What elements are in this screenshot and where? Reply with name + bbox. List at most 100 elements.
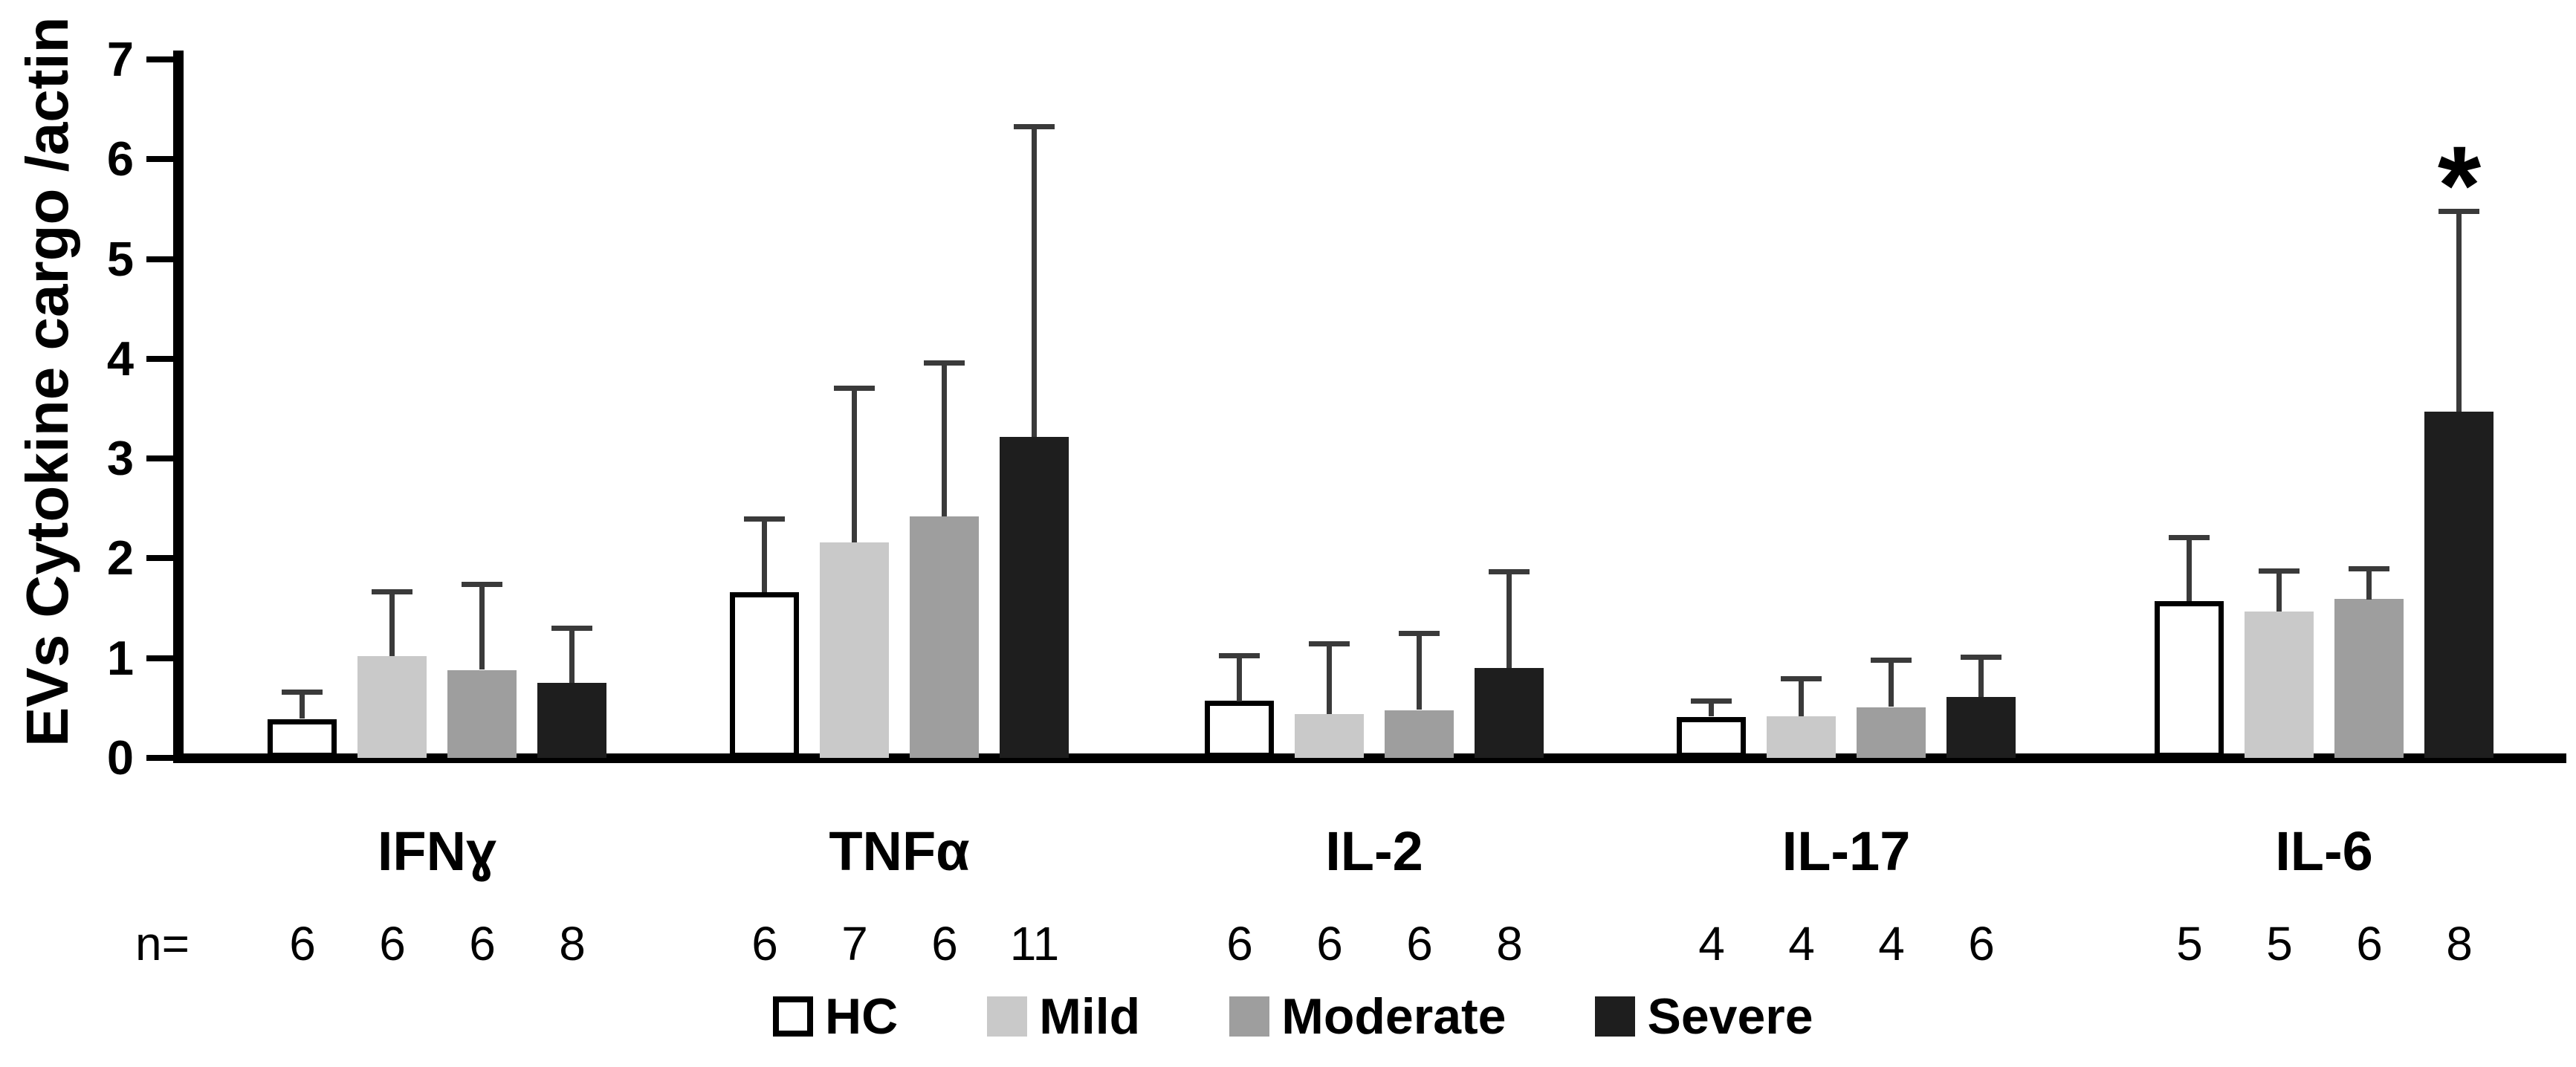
error-bar-cap-mild-il-2 xyxy=(1309,641,1350,646)
n-value-ifn--moderate: 6 xyxy=(469,917,496,970)
bar-hc-ifn- xyxy=(268,719,337,758)
y-axis-tick-label-4: 4 xyxy=(106,331,134,386)
n-equals-label: n= xyxy=(135,917,190,970)
legend-swatch-moderate xyxy=(1229,996,1270,1037)
error-bar-stem-mild-il-17 xyxy=(1799,678,1804,716)
n-value-il-2-severe: 8 xyxy=(1496,917,1523,970)
bar-hc-tnf- xyxy=(730,592,799,758)
bar-severe-ifn- xyxy=(537,683,606,758)
error-bar-cap-severe-il-6 xyxy=(2439,209,2479,214)
error-bar-stem-mild-il-2 xyxy=(1327,643,1332,714)
error-bar-stem-severe-ifn- xyxy=(569,628,575,683)
n-value-tnf--severe: 11 xyxy=(1009,917,1060,970)
error-bar-stem-hc-il-17 xyxy=(1709,701,1714,716)
error-bar-stem-hc-tnf- xyxy=(762,519,767,592)
n-value-tnf--hc: 6 xyxy=(751,917,778,970)
y-axis-tick-1 xyxy=(146,655,174,661)
bar-hc-il-6 xyxy=(2155,601,2224,758)
n-value-il-6-hc: 5 xyxy=(2176,917,2203,970)
legend-swatch-severe xyxy=(1595,996,1636,1037)
n-value-il-2-mild: 6 xyxy=(1316,917,1343,970)
error-bar-stem-hc-il-6 xyxy=(2187,537,2192,601)
bar-severe-il-17 xyxy=(1946,697,2016,758)
error-bar-stem-moderate-il-2 xyxy=(1417,633,1422,710)
error-bar-cap-moderate-il-2 xyxy=(1399,631,1440,636)
bar-severe-il-2 xyxy=(1475,668,1544,758)
bar-mild-ifn- xyxy=(357,656,427,758)
y-axis-tick-3 xyxy=(146,455,174,462)
n-value-il-6-mild: 5 xyxy=(2266,917,2293,970)
y-axis-tick-label-7: 7 xyxy=(106,32,134,86)
y-axis-line xyxy=(173,51,184,763)
error-bar-stem-moderate-tnf- xyxy=(942,363,947,516)
legend-item-moderate: Moderate xyxy=(1229,987,1506,1045)
legend-swatch-mild xyxy=(987,996,1028,1037)
bar-mild-il-17 xyxy=(1767,716,1836,758)
error-bar-stem-moderate-ifn- xyxy=(479,584,485,669)
bar-moderate-il-6 xyxy=(2334,599,2404,758)
category-label-tnf-: TNFα xyxy=(829,820,970,882)
n-value-il-2-hc: 6 xyxy=(1226,917,1253,970)
y-axis-tick-2 xyxy=(146,555,174,562)
y-axis-tick-label-5: 5 xyxy=(106,231,134,286)
error-bar-stem-severe-il-2 xyxy=(1507,571,1512,668)
bar-hc-il-17 xyxy=(1677,717,1746,758)
legend-label-mild: Mild xyxy=(1039,988,1141,1045)
error-bar-stem-mild-ifn- xyxy=(389,591,395,656)
error-bar-stem-hc-ifn- xyxy=(300,692,305,719)
bar-severe-tnf- xyxy=(1000,437,1069,758)
legend-item-mild: Mild xyxy=(987,987,1140,1045)
error-bar-stem-severe-il-6 xyxy=(2456,211,2462,412)
category-label-il-2: IL-2 xyxy=(1325,820,1423,882)
legend-swatch-hc xyxy=(773,996,813,1037)
n-value-il-6-moderate: 6 xyxy=(2356,917,2383,970)
bar-hc-il-2 xyxy=(1205,701,1274,758)
error-bar-cap-hc-ifn- xyxy=(282,690,323,695)
error-bar-cap-mild-il-6 xyxy=(2259,568,2300,574)
y-axis-tick-label-2: 2 xyxy=(106,531,134,586)
error-bar-cap-mild-il-17 xyxy=(1781,676,1822,681)
legend-label-hc: HC xyxy=(825,988,899,1045)
bar-moderate-tnf- xyxy=(910,516,979,758)
category-label-ifn-: IFNɣ xyxy=(377,820,497,882)
y-axis-tick-0 xyxy=(146,755,174,761)
error-bar-cap-moderate-il-17 xyxy=(1871,658,1912,663)
n-value-il-6-severe: 8 xyxy=(2446,917,2473,970)
error-bar-stem-moderate-il-6 xyxy=(2366,568,2372,600)
error-bar-stem-severe-tnf- xyxy=(1032,126,1037,437)
error-bar-cap-moderate-il-6 xyxy=(2349,566,2389,571)
y-axis-tick-5 xyxy=(146,256,174,262)
significance-asterisk-il-6-severe: * xyxy=(2437,123,2482,247)
error-bar-cap-hc-il-17 xyxy=(1691,698,1732,704)
error-bar-cap-moderate-tnf- xyxy=(924,360,965,366)
bar-mild-il-2 xyxy=(1295,714,1364,758)
n-value-ifn--mild: 6 xyxy=(379,917,406,970)
bar-severe-il-6 xyxy=(2424,412,2494,758)
bar-mild-il-6 xyxy=(2245,612,2314,758)
legend-item-severe: Severe xyxy=(1595,987,1813,1045)
error-bar-cap-hc-tnf- xyxy=(744,516,785,522)
error-bar-cap-severe-il-2 xyxy=(1489,569,1530,574)
error-bar-stem-mild-tnf- xyxy=(852,388,857,542)
error-bar-cap-hc-il-6 xyxy=(2169,535,2210,540)
error-bar-stem-mild-il-6 xyxy=(2276,571,2282,612)
error-bar-stem-hc-il-2 xyxy=(1237,655,1242,701)
y-axis-tick-7 xyxy=(146,56,174,62)
error-bar-cap-severe-il-17 xyxy=(1961,655,2001,660)
y-axis-tick-4 xyxy=(146,355,174,362)
n-value-il-17-mild: 4 xyxy=(1788,917,1815,970)
y-axis-tick-label-0: 0 xyxy=(106,730,134,785)
bar-mild-tnf- xyxy=(820,542,889,758)
y-axis-tick-6 xyxy=(146,156,174,163)
error-bar-stem-moderate-il-17 xyxy=(1889,660,1894,707)
error-bar-cap-mild-tnf- xyxy=(834,386,875,391)
n-value-il-17-severe: 6 xyxy=(1968,917,1995,970)
n-value-tnf--mild: 7 xyxy=(841,917,868,970)
legend-label-moderate: Moderate xyxy=(1281,988,1507,1045)
bar-moderate-il-2 xyxy=(1385,710,1454,758)
n-value-ifn--hc: 6 xyxy=(289,917,316,970)
bar-moderate-il-17 xyxy=(1857,707,1926,758)
n-value-il-17-hc: 4 xyxy=(1698,917,1725,970)
category-label-il-17: IL-17 xyxy=(1781,820,1911,882)
